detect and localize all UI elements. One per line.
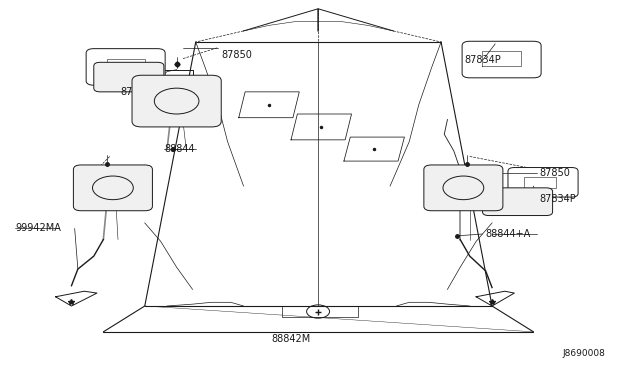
FancyBboxPatch shape bbox=[86, 49, 165, 85]
Text: 87850: 87850 bbox=[540, 168, 571, 178]
FancyBboxPatch shape bbox=[94, 62, 164, 92]
Text: J8690008: J8690008 bbox=[562, 350, 605, 359]
Text: 87834P: 87834P bbox=[464, 55, 501, 65]
Text: 88844: 88844 bbox=[164, 144, 195, 154]
FancyBboxPatch shape bbox=[462, 41, 541, 78]
Text: 87834P: 87834P bbox=[120, 87, 157, 97]
Text: 87850: 87850 bbox=[221, 50, 252, 60]
FancyBboxPatch shape bbox=[424, 165, 503, 211]
FancyBboxPatch shape bbox=[132, 75, 221, 127]
FancyBboxPatch shape bbox=[508, 167, 578, 197]
Text: 87834P: 87834P bbox=[540, 194, 577, 204]
FancyBboxPatch shape bbox=[74, 165, 152, 211]
Text: 99942MA: 99942MA bbox=[15, 224, 61, 234]
Text: 87850: 87850 bbox=[88, 168, 118, 178]
Text: 88844+A: 88844+A bbox=[486, 229, 531, 239]
Text: 88842M: 88842M bbox=[272, 334, 311, 344]
FancyBboxPatch shape bbox=[483, 188, 552, 215]
